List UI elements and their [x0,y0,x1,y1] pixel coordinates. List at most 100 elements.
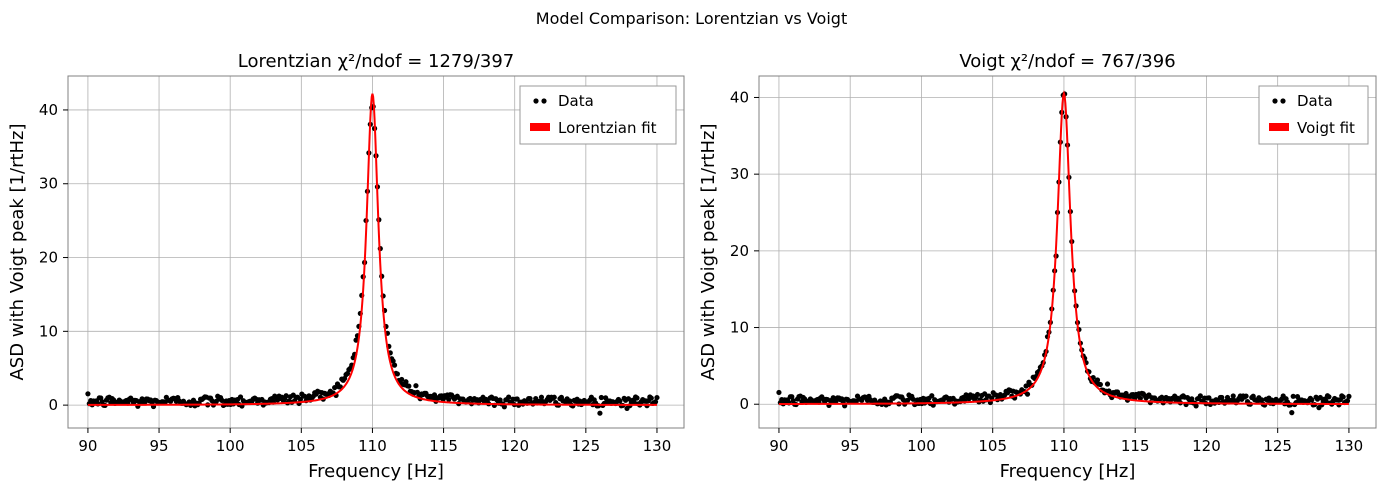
figure-suptitle: Model Comparison: Lorentzian vs Voigt [536,9,847,28]
data-point [1094,377,1101,383]
data-point [1097,381,1103,388]
data-point [1024,391,1031,397]
data-point [1104,381,1111,387]
x-tick-label: 110 [1050,437,1079,455]
data-point [598,394,604,401]
data-point [617,398,623,404]
data-point [1326,394,1332,400]
legend: Data Voigt fit [1258,85,1369,145]
data-point [399,376,405,383]
axes-frame [67,75,685,429]
voigt-panel: 90 95 100 105 110 115 120 125 130 0 10 20 30 40 Voigt … [698,51,1377,482]
data-point [1290,393,1296,399]
legend-label-fit: Lorentzian fit [558,119,657,137]
x-tick-label: 120 [500,437,529,455]
data-point [631,399,637,405]
x-tick-label: 95 [841,437,860,455]
data-point [283,393,289,399]
data-point [219,397,225,403]
data-point [446,396,452,403]
data-point [1259,397,1265,403]
data-point [414,389,420,395]
data-point [390,358,396,364]
data-point [1189,396,1195,402]
data-point [652,399,659,405]
data-point [527,396,533,402]
legend-label-data: Data [558,92,594,110]
legend-marker-data [541,98,547,104]
x-tick-label: 90 [769,437,788,455]
x-tick-label: 100 [216,437,245,455]
y-tick-label: 40 [39,101,58,119]
data-point [1323,398,1329,404]
data-point [648,395,654,401]
data-point [974,391,981,398]
panel-title: Lorentzian χ²/ndof = 1279/397 [238,51,515,72]
data-point [597,410,603,416]
data-point [538,394,545,400]
x-tick-label: 90 [78,437,97,455]
x-tick-label: 130 [1335,437,1364,455]
y-tick-label: 40 [730,88,749,106]
x-tick-label: 105 [978,437,1007,455]
data-point [1309,397,1315,403]
legend-label-fit: Voigt fit [1297,119,1355,137]
data-point [1193,403,1199,409]
y-tick-label: 10 [730,319,749,337]
data-point [654,394,660,401]
data-point [1137,395,1143,401]
data-point [1090,374,1096,381]
data-point [413,383,419,389]
fit-line [87,93,657,406]
fit-line [778,90,1349,405]
x-axis-label: Frequency [Hz] [308,461,444,482]
data-point [403,379,409,385]
data-point [1289,410,1295,416]
data-point [567,398,573,404]
data-point [501,404,507,410]
y-tick-label: 0 [48,396,58,414]
data-point [1023,383,1029,389]
y-tick-label: 0 [739,395,749,413]
x-tick-label: 100 [907,437,936,455]
x-tick-label: 115 [429,437,458,455]
x-tick-label: 125 [1263,437,1292,455]
y-tick-label: 30 [730,165,749,183]
data-point [1230,393,1236,399]
data-point [353,337,359,343]
y-tick-label: 20 [39,249,58,267]
y-axis-label: ASD with Voigt peak [1/rtHz] [698,123,719,380]
y-tick-label: 30 [39,175,58,193]
data-point [497,397,503,403]
legend-marker-data [533,98,539,104]
x-axis-label: Frequency [Hz] [1000,461,1136,482]
data-point [85,391,91,397]
data-point [929,393,935,399]
x-tick-label: 95 [150,437,169,455]
x-tick-label: 105 [287,437,316,455]
data-point [1106,388,1112,394]
lorentzian-panel: 90 95 100 105 110 115 120 125 130 0 10 20 30 40 Lorent… [7,51,685,482]
data-point [634,395,640,401]
data-point [394,371,400,377]
legend-label-data: Data [1297,92,1333,110]
panel-title: Voigt χ²/ndof = 767/396 [959,51,1175,72]
legend-marker-data [1272,98,1278,104]
legend: Data Lorentzian fit [519,85,677,145]
y-axis-label: ASD with Voigt peak [1/rtHz] [7,123,28,380]
x-tick-label: 120 [1192,437,1221,455]
legend-marker-data [1280,98,1286,104]
data-point [1219,394,1225,401]
data-point [1344,398,1351,404]
data-point [332,384,338,391]
data-point [910,396,916,402]
data-point [237,394,244,400]
legend-box [1258,85,1369,145]
data-point [1197,393,1203,399]
data-point [506,394,512,400]
axes-frame [758,75,1377,429]
data-point [1243,393,1249,399]
x-tick-label: 125 [572,437,601,455]
